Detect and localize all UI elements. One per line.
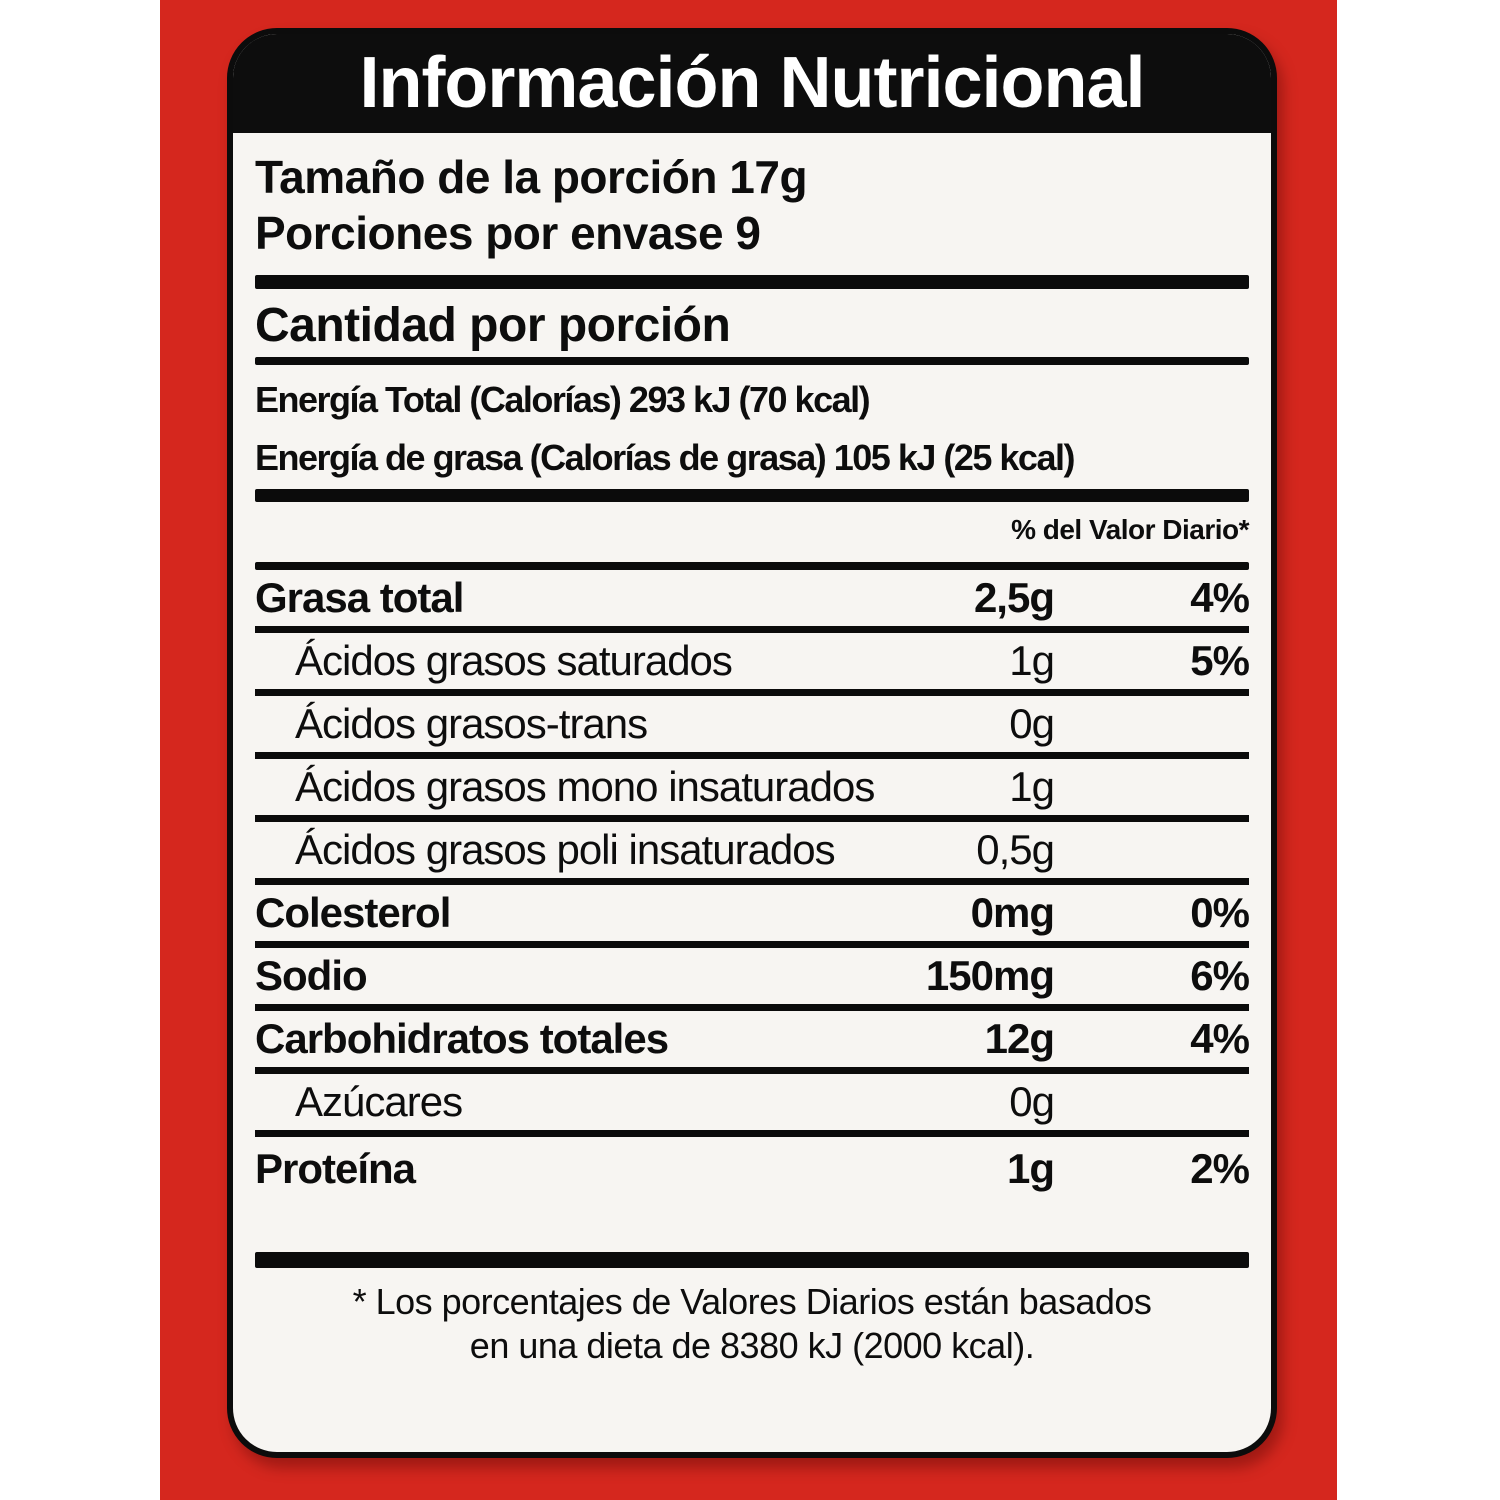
nutrient-row: Proteína 1g 2%: [255, 1137, 1250, 1200]
nutrient-amount: 1g: [1009, 637, 1055, 684]
nutrient-name: Ácidos grasos-trans: [295, 700, 648, 747]
nutrient-daily-value: 4%: [1190, 1015, 1250, 1062]
nutrient-name: Grasa total: [255, 574, 464, 621]
nutrient-daily-value: 5%: [1190, 637, 1250, 684]
nutrient-name: Sodio: [255, 952, 368, 999]
nutrient-daily-value: 6%: [1190, 952, 1250, 999]
nutrient-amount: 2,5g: [973, 574, 1055, 621]
nutrient-amount: 1g: [1006, 1144, 1055, 1192]
nutrient-row: Azúcares 0g: [255, 1074, 1249, 1137]
nutrient-amount: 12g: [984, 1015, 1055, 1062]
nutrient-name: Colesterol: [255, 889, 451, 936]
divider-thick: [255, 1252, 1249, 1268]
footnote-line: en una dieta de 8380 kJ (2000 kcal).: [469, 1325, 1035, 1366]
nutrient-daily-value: 2%: [1190, 1144, 1250, 1192]
nutrient-daily-value: 4%: [1190, 574, 1250, 621]
nutrient-amount: 0g: [1009, 700, 1055, 747]
nutrient-amount: 1g: [1009, 763, 1055, 810]
divider-thin: [255, 357, 1249, 365]
energy-total: Energía Total (Calorías) 293 kJ (70 kcal…: [255, 379, 871, 420]
nutrient-row: Ácidos grasos poli insaturados 0,5g: [255, 822, 1249, 885]
nutrient-name: Ácidos grasos mono insaturados: [295, 763, 875, 810]
daily-value-header: % del Valor Diario*: [1011, 514, 1249, 545]
nutrient-name: Ácidos grasos poli insaturados: [295, 826, 836, 873]
nutrient-name: Carbohidratos totales: [255, 1015, 669, 1062]
label-title: Información Nutricional: [359, 43, 1145, 123]
serving-size: Tamaño de la porción 17g: [255, 151, 808, 203]
divider-thick: [255, 489, 1249, 502]
divider-thick: [255, 275, 1249, 289]
amount-per-serving-heading: Cantidad por porción: [255, 299, 731, 352]
divider-mid: [255, 562, 1249, 570]
label-body: Tamaño de la porción 17g Porciones por e…: [233, 133, 1271, 1452]
nutrient-row: Ácidos grasos-trans 0g: [255, 696, 1249, 759]
nutrient-amount: 0g: [1009, 1078, 1055, 1125]
nutrient-row: Colesterol 0mg 0%: [255, 885, 1250, 948]
nutrient-row: Carbohidratos totales 12g 4%: [255, 1011, 1250, 1074]
footnote: * Los porcentajes de Valores Diarios est…: [255, 1280, 1249, 1368]
nutrition-label: Información Nutricional Tamaño de la por…: [227, 28, 1277, 1458]
spacer: [255, 1200, 1249, 1252]
nutrient-row: Ácidos grasos mono insaturados 1g: [255, 759, 1249, 822]
nutrient-amount: 0,5g: [976, 826, 1055, 873]
nutrient-daily-value: 0%: [1190, 889, 1250, 936]
nutrient-row: Grasa total 2,5g 4%: [255, 570, 1250, 633]
footnote-line: * Los porcentajes de Valores Diarios est…: [352, 1281, 1152, 1322]
nutrient-row: Sodio 150mg 6%: [255, 948, 1250, 1011]
servings-per-container: Porciones por envase 9: [255, 207, 761, 259]
nutrient-amount: 0mg: [970, 889, 1055, 936]
nutrient-amount: 150mg: [925, 952, 1055, 999]
label-header: Información Nutricional: [233, 34, 1271, 133]
nutrient-name: Azúcares: [295, 1078, 463, 1125]
nutrient-rows: Grasa total 2,5g 4% Ácidos grasos satura…: [255, 570, 1250, 1200]
nutrient-row: Ácidos grasos saturados 1g 5%: [255, 633, 1250, 696]
nutrient-name: Ácidos grasos saturados: [295, 637, 733, 684]
energy-fat: Energía de grasa (Calorías de grasa) 105…: [255, 437, 1075, 478]
nutrient-name: Proteína: [255, 1144, 416, 1192]
